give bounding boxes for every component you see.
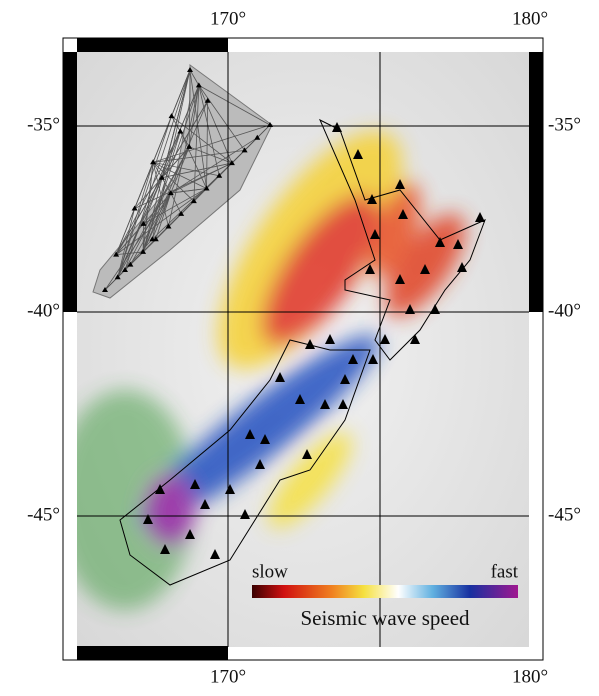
page: slow fast Seismic wave speed 170° 180° 1… (0, 0, 599, 696)
colorbar (252, 585, 518, 598)
top-label: 170° (210, 8, 246, 29)
right-label: -35° (548, 114, 581, 135)
colorbar-high: fast (491, 561, 519, 582)
colorbar-low: slow (252, 561, 288, 582)
left-label: -35° (27, 114, 60, 135)
left-label: -40° (27, 300, 60, 321)
map-area (55, 52, 529, 647)
top-label: 180° (512, 8, 548, 29)
left-label: -45° (27, 504, 60, 525)
map: slow fast Seismic wave speed 170° 180° 1… (0, 0, 599, 691)
right-label: -40° (548, 300, 581, 321)
colorbar-title: Seismic wave speed (300, 606, 470, 630)
bottom-label: 170° (210, 666, 246, 687)
bottom-label: 180° (512, 666, 548, 687)
right-label: -45° (548, 504, 581, 525)
